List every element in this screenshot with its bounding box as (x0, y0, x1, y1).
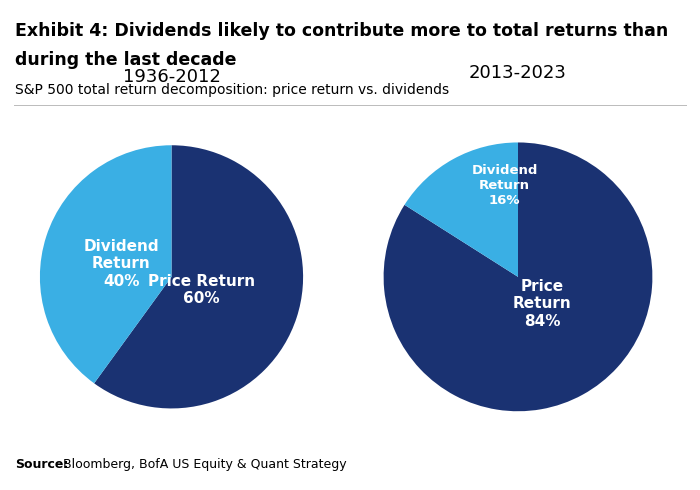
Text: during the last decade: during the last decade (15, 51, 237, 70)
Text: Source:: Source: (15, 458, 69, 471)
Text: Dividend
Return
16%: Dividend Return 16% (471, 164, 538, 207)
Wedge shape (405, 143, 518, 277)
Text: Price
Return
84%: Price Return 84% (513, 279, 572, 329)
Text: Exhibit 4: Dividends likely to contribute more to total returns than: Exhibit 4: Dividends likely to contribut… (15, 22, 668, 40)
Text: Price Return
60%: Price Return 60% (148, 274, 256, 306)
Wedge shape (94, 145, 303, 409)
Wedge shape (40, 145, 172, 383)
Title: 1936-2012: 1936-2012 (122, 68, 220, 86)
Title: 2013-2023: 2013-2023 (469, 64, 567, 82)
Text: S&P 500 total return decomposition: price return vs. dividends: S&P 500 total return decomposition: pric… (15, 83, 449, 98)
Wedge shape (384, 143, 652, 411)
Text: Bloomberg, BofA US Equity & Quant Strategy: Bloomberg, BofA US Equity & Quant Strate… (59, 458, 346, 471)
Text: Dividend
Return
40%: Dividend Return 40% (84, 239, 160, 289)
